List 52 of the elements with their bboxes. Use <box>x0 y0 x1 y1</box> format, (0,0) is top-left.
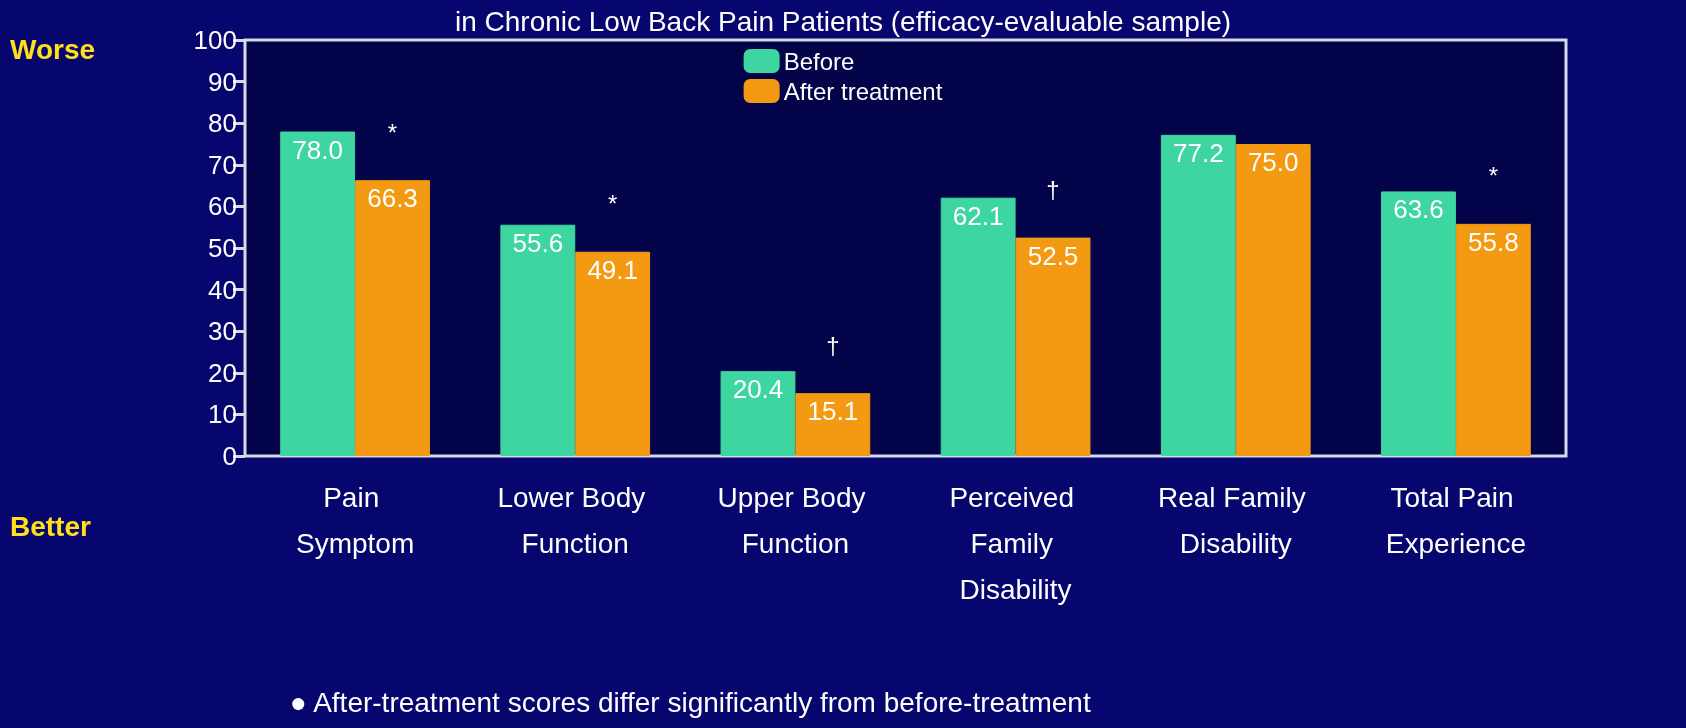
y-tick-label: 30 <box>208 316 237 347</box>
y-tick-label: 90 <box>208 66 237 97</box>
x-tick-label: Upper Body Function <box>717 481 874 559</box>
text: Worse <box>10 33 96 65</box>
bar <box>940 197 1016 456</box>
legend-label: Before <box>783 47 855 75</box>
bar <box>500 224 576 456</box>
data-label: 49.1 <box>587 254 638 285</box>
legend-label: After treatment <box>783 77 943 105</box>
data-label: 75.0 <box>1247 147 1299 177</box>
bar <box>1235 144 1311 456</box>
bar <box>280 131 356 456</box>
y-tick-label: 60 <box>208 191 237 222</box>
x-tick-label: Pain Symptom <box>295 481 415 559</box>
annotation: * <box>1488 162 1499 190</box>
text: Better <box>10 510 92 542</box>
y-tick-label: 70 <box>208 149 237 180</box>
bar <box>1160 134 1236 456</box>
y-tick-label: 10 <box>208 399 237 430</box>
y-tick-label: 100 <box>193 25 237 55</box>
bar <box>720 371 796 456</box>
data-label: 52.5 <box>1027 240 1079 271</box>
data-label: 78.0 <box>292 134 343 165</box>
data-label: 62.1 <box>952 200 1004 231</box>
bar <box>1381 191 1456 456</box>
chart-title: in Chronic Low Back Pain Patients (efficacy-evaluable sample) <box>454 5 1232 37</box>
x-tick-label: Lower Body Function <box>497 481 654 559</box>
y-tick-label: 0 <box>222 441 237 471</box>
y-tick-label: 40 <box>208 274 237 305</box>
data-label: 63.6 <box>1393 194 1444 225</box>
data-label: 77.2 <box>1173 137 1224 168</box>
bar <box>1455 223 1531 456</box>
data-label: 15.1 <box>807 396 859 427</box>
annotation: † <box>826 331 840 359</box>
data-label: 55.6 <box>512 227 564 258</box>
x-tick-label: Total Pain Experience <box>1385 481 1526 559</box>
text: ● After-treatment scores differ significantly from before-treatment <box>290 686 1091 718</box>
y-tick-label: 50 <box>208 233 237 263</box>
y-tick-label: 80 <box>208 108 237 139</box>
data-label: 20.4 <box>732 374 784 405</box>
data-label: 66.3 <box>367 183 418 214</box>
annotation: † <box>1046 176 1060 204</box>
annotation: * <box>387 118 398 146</box>
bar <box>355 180 430 456</box>
x-tick-label: Perceived Family Disability <box>949 481 1082 605</box>
annotation: * <box>608 190 618 218</box>
x-tick-label: Real Family Disability <box>1157 481 1314 559</box>
data-label: 55.8 <box>1468 226 1519 257</box>
bar <box>1015 237 1091 456</box>
bar <box>575 251 651 456</box>
bar <box>795 393 871 456</box>
y-tick-label: 20 <box>208 357 237 388</box>
